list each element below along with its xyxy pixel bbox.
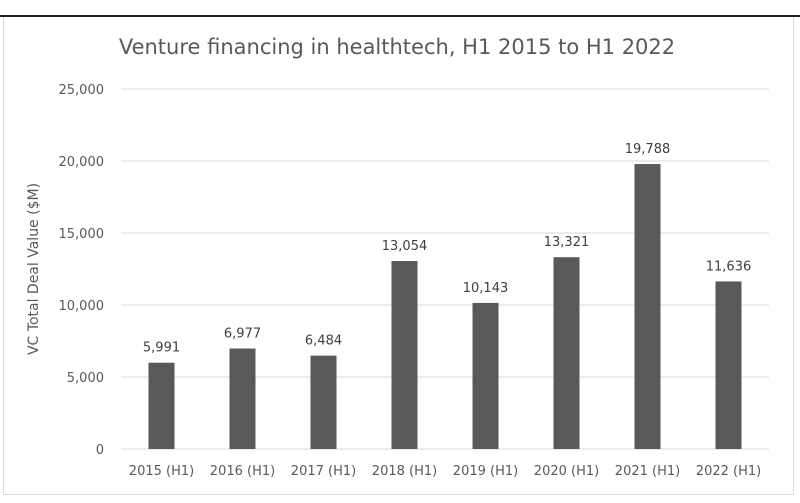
data-label: 13,054 bbox=[382, 239, 428, 254]
y-tick-label: 5,000 bbox=[67, 371, 104, 386]
bar bbox=[634, 164, 661, 449]
bar bbox=[553, 257, 580, 449]
chart-frame bbox=[3, 17, 794, 495]
bar bbox=[229, 348, 256, 449]
y-tick-label: 0 bbox=[96, 443, 104, 458]
top-border bbox=[0, 15, 800, 17]
data-label: 6,484 bbox=[305, 334, 342, 349]
y-tick-label: 10,000 bbox=[59, 299, 105, 314]
data-label: 13,321 bbox=[544, 235, 590, 250]
data-label: 6,977 bbox=[224, 327, 261, 342]
data-label: 11,636 bbox=[706, 259, 752, 274]
bar bbox=[148, 362, 175, 449]
data-label: 5,991 bbox=[143, 341, 180, 356]
x-tick-label: 2015 (H1) bbox=[129, 464, 194, 479]
y-tick-label: 15,000 bbox=[59, 227, 105, 242]
bar bbox=[472, 302, 499, 449]
x-tick-label: 2021 (H1) bbox=[615, 464, 680, 479]
bar bbox=[310, 355, 337, 449]
x-tick-label: 2020 (H1) bbox=[534, 464, 599, 479]
data-label: 10,143 bbox=[463, 281, 509, 296]
x-tick-label: 2022 (H1) bbox=[696, 464, 761, 479]
x-tick-label: 2019 (H1) bbox=[453, 464, 518, 479]
x-tick-label: 2018 (H1) bbox=[372, 464, 437, 479]
y-axis-label: VC Total Deal Value ($M) bbox=[26, 183, 42, 355]
chart-title: Venture financing in healthtech, H1 2015… bbox=[119, 35, 675, 59]
x-tick-label: 2016 (H1) bbox=[210, 464, 275, 479]
y-tick-label: 25,000 bbox=[59, 83, 105, 98]
bar bbox=[391, 261, 418, 449]
data-label: 19,788 bbox=[625, 142, 671, 157]
x-tick-label: 2017 (H1) bbox=[291, 464, 356, 479]
y-tick-label: 20,000 bbox=[59, 155, 105, 170]
bar bbox=[715, 281, 742, 449]
